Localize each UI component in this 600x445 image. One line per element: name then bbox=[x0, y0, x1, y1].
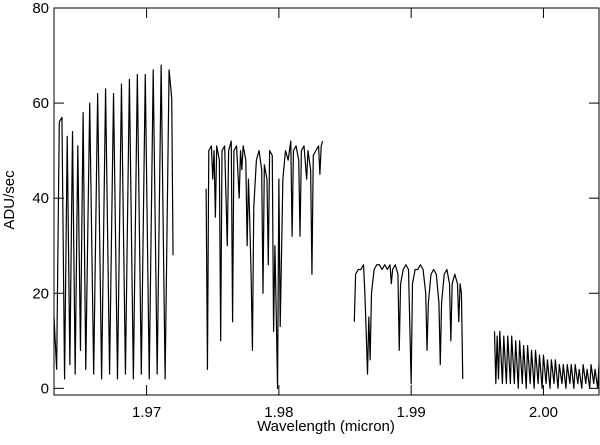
y-tick-label: 0 bbox=[41, 380, 49, 397]
x-tick-label: 2.00 bbox=[529, 404, 558, 421]
y-tick-label: 40 bbox=[32, 190, 49, 207]
x-tick-label: 1.99 bbox=[397, 404, 426, 421]
plot-frame bbox=[53, 7, 600, 396]
x-tick-label: 1.98 bbox=[264, 404, 293, 421]
x-tick-label: 1.97 bbox=[132, 404, 161, 421]
y-tick-label: 80 bbox=[32, 0, 49, 17]
y-tick-label: 20 bbox=[32, 285, 49, 302]
y-tick-label: 60 bbox=[32, 95, 49, 112]
spectrum-line bbox=[53, 64, 600, 389]
x-axis-label: Wavelength (micron) bbox=[257, 418, 395, 435]
y-axis-label: ADU/sec bbox=[1, 170, 18, 230]
